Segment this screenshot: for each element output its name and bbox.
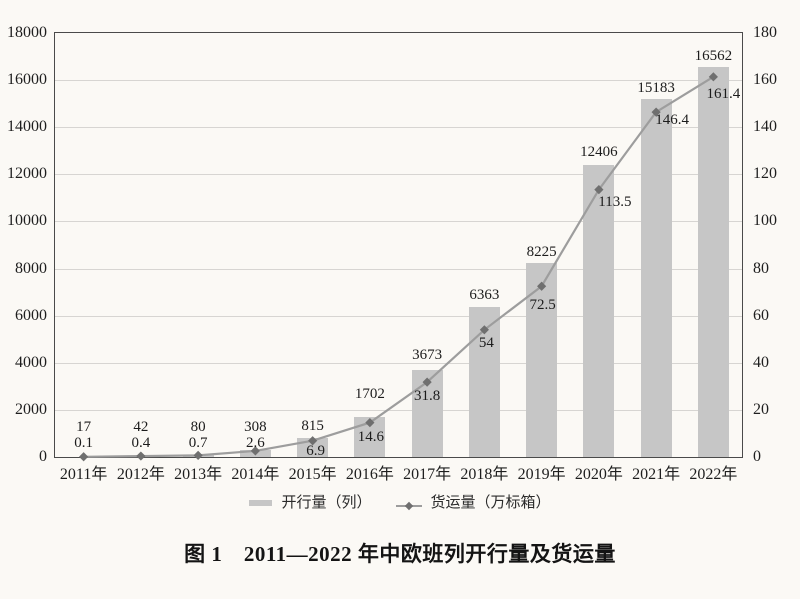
- line-value-label: 72.5: [529, 297, 556, 314]
- bar-value-label: 16562: [694, 47, 733, 64]
- right-axis-tick-label: 40: [753, 353, 769, 371]
- x-axis-year-label: 2017年: [403, 466, 452, 483]
- bar: [640, 99, 672, 457]
- x-axis-year-label: 2020年: [574, 466, 623, 483]
- diamond-marker-icon: [79, 452, 89, 462]
- right-axis-tick-label: 100: [753, 212, 777, 230]
- x-axis-year-label: 2014年: [231, 466, 280, 483]
- legend-line-diamond-swatch-icon: [395, 498, 422, 511]
- freight-line: [83, 75, 714, 458]
- bar-value-label: 15183: [637, 80, 675, 97]
- diamond-marker-icon: [308, 436, 318, 446]
- line-value-label: 146.4: [655, 112, 689, 129]
- line-value-label: 6.9: [306, 442, 325, 459]
- bar-value-label: 80: [190, 419, 206, 435]
- line-value-label: 161.4: [706, 85, 741, 102]
- x-axis-year-label: 2021年: [632, 466, 681, 483]
- diamond-marker-icon: [594, 185, 604, 195]
- diamond-marker-icon: [651, 107, 661, 117]
- left-axis-tick-label: 18000: [7, 24, 47, 41]
- left-axis-tick-label: 6000: [15, 306, 47, 324]
- left-axis-tick-label: 14000: [7, 118, 47, 136]
- diamond-marker-icon: [537, 281, 547, 291]
- line-value-label: 0.4: [131, 435, 151, 451]
- right-axis-tick-label: 160: [753, 71, 777, 89]
- diamond-marker-icon: [708, 72, 718, 82]
- bar-value-label: 17: [76, 419, 92, 435]
- legend: 开行量（列） 货运量（万标箱）: [0, 493, 800, 513]
- figure-caption: 图 1 2011—2022 年中欧班列开行量及货运量: [184, 542, 616, 566]
- x-axis-year-label: 2012年: [116, 466, 165, 483]
- bar-value-label: 8225: [526, 244, 557, 261]
- bar-value-label: 1702: [354, 385, 385, 402]
- x-axis-year-label: 2022年: [689, 466, 738, 483]
- x-axis-year-label: 2016年: [345, 466, 394, 483]
- line-value-label: 54: [478, 334, 494, 351]
- bar-value-label: 3673: [412, 347, 443, 364]
- right-axis-tick-label: 80: [753, 259, 769, 277]
- bar-value-label: 42: [133, 419, 149, 435]
- right-axis-tick-label: 20: [753, 400, 769, 418]
- right-axis-tick-label: 140: [753, 118, 777, 136]
- left-axis-tick-label: 4000: [15, 353, 47, 371]
- gridline: [55, 80, 742, 82]
- gridline: [55, 174, 742, 176]
- left-axis-tick-label: 8000: [15, 259, 47, 277]
- left-axis-tick-label: 16000: [7, 71, 47, 89]
- bar-value-label: 815: [301, 417, 324, 434]
- right-axis-tick-label: 120: [753, 165, 777, 183]
- bar-value-label: 308: [244, 419, 267, 435]
- left-axis-tick-label: 12000: [7, 165, 47, 183]
- right-axis-tick-label: 180: [753, 24, 777, 41]
- diamond-marker-icon: [365, 418, 375, 428]
- line-value-label: 113.5: [598, 193, 632, 210]
- gridline: [55, 221, 742, 223]
- right-axis-tick-label: 60: [753, 306, 769, 324]
- diamond-marker-icon: [479, 325, 489, 335]
- gridline: [55, 362, 742, 364]
- legend-line-label: 货运量（万标箱）: [430, 495, 551, 511]
- bar: [583, 164, 615, 457]
- line-value-label: 0.1: [74, 435, 93, 451]
- bar-value-label: 12406: [580, 143, 618, 160]
- bar: [526, 263, 558, 457]
- legend-bar-label: 开行量（列）: [281, 495, 372, 511]
- x-axis-year-label: 2011年: [59, 466, 108, 483]
- left-axis-tick-label: 0: [39, 448, 47, 465]
- gridline: [55, 409, 742, 411]
- line-value-label: 31.8: [414, 388, 441, 405]
- bar-value-label: 6363: [469, 287, 500, 304]
- plot-border: [54, 32, 743, 458]
- gridline: [55, 127, 742, 129]
- left-axis-tick-label: 2000: [15, 400, 47, 418]
- diamond-marker-icon: [422, 377, 432, 387]
- line-value-label: 0.7: [188, 435, 208, 451]
- diamond-marker-icon: [136, 451, 146, 461]
- x-axis-year-label: 2018年: [460, 466, 509, 483]
- line-value-label: 2.6: [246, 435, 265, 451]
- x-axis-year-label: 2015年: [288, 466, 337, 483]
- diamond-marker-icon: [193, 450, 203, 460]
- gridline: [55, 315, 742, 317]
- left-axis-tick-label: 10000: [7, 212, 47, 230]
- diamond-marker-icon: [250, 446, 260, 456]
- line-series-layer: [79, 72, 718, 462]
- x-axis-year-label: 2013年: [174, 466, 223, 483]
- right-axis-tick-label: 0: [753, 448, 761, 465]
- legend-bar-swatch-icon: [249, 500, 273, 506]
- bar: [697, 66, 729, 457]
- gridline: [55, 268, 742, 270]
- line-value-label: 14.6: [357, 428, 384, 445]
- x-axis-year-label: 2019年: [517, 466, 566, 483]
